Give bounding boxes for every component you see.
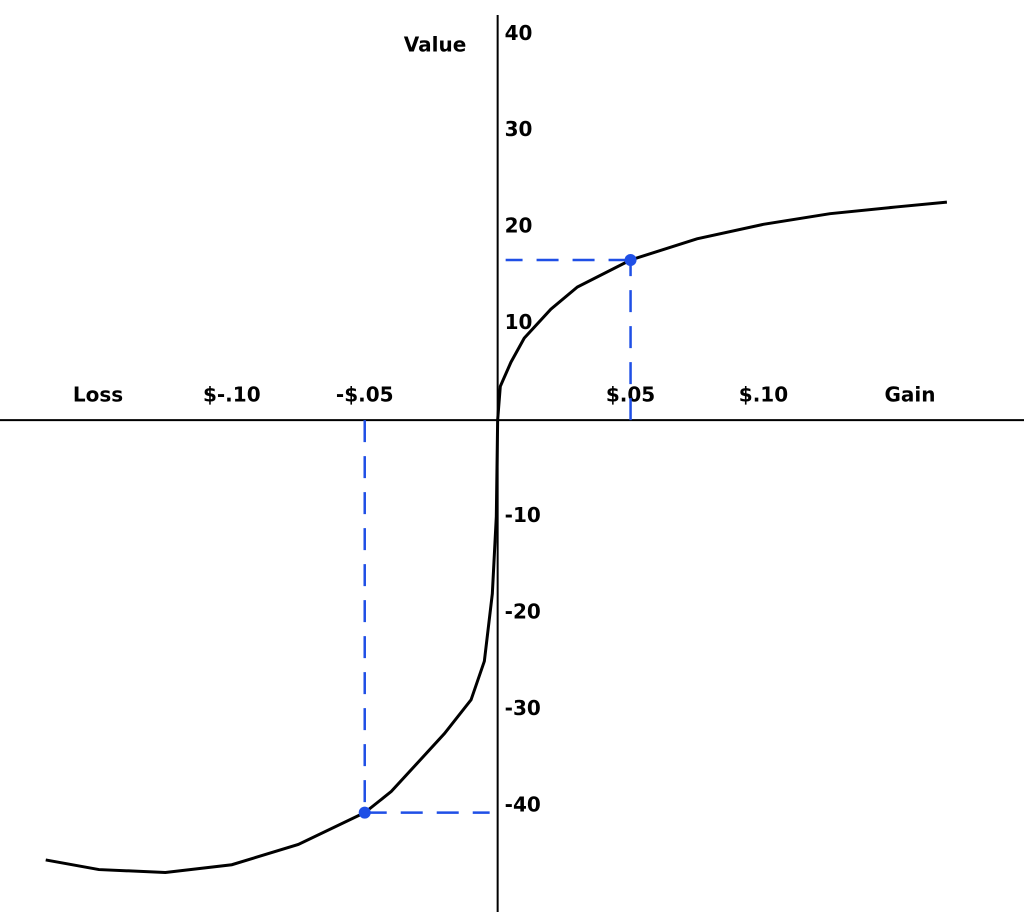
y-tick-label: 20 bbox=[505, 214, 533, 238]
highlight-point bbox=[624, 253, 637, 266]
y-axis-label: Value bbox=[404, 33, 467, 57]
x-axis-label-loss: Loss bbox=[73, 383, 123, 407]
y-tick-label: 10 bbox=[505, 310, 533, 334]
highlight-point bbox=[358, 806, 371, 819]
y-tick-label: 30 bbox=[505, 117, 533, 141]
y-tick-label: -40 bbox=[505, 792, 541, 816]
y-tick-label: 40 bbox=[505, 21, 533, 45]
y-tick-label: -30 bbox=[505, 696, 541, 720]
x-tick-label: $.10 bbox=[739, 383, 788, 407]
value-curve bbox=[45, 200, 948, 874]
y-tick-label: -20 bbox=[505, 600, 541, 624]
x-tick-label: -$.05 bbox=[336, 383, 394, 407]
y-tick-label: -10 bbox=[505, 503, 541, 527]
x-tick-label: $-.10 bbox=[203, 383, 261, 407]
x-axis-label-gain: Gain bbox=[884, 383, 935, 407]
